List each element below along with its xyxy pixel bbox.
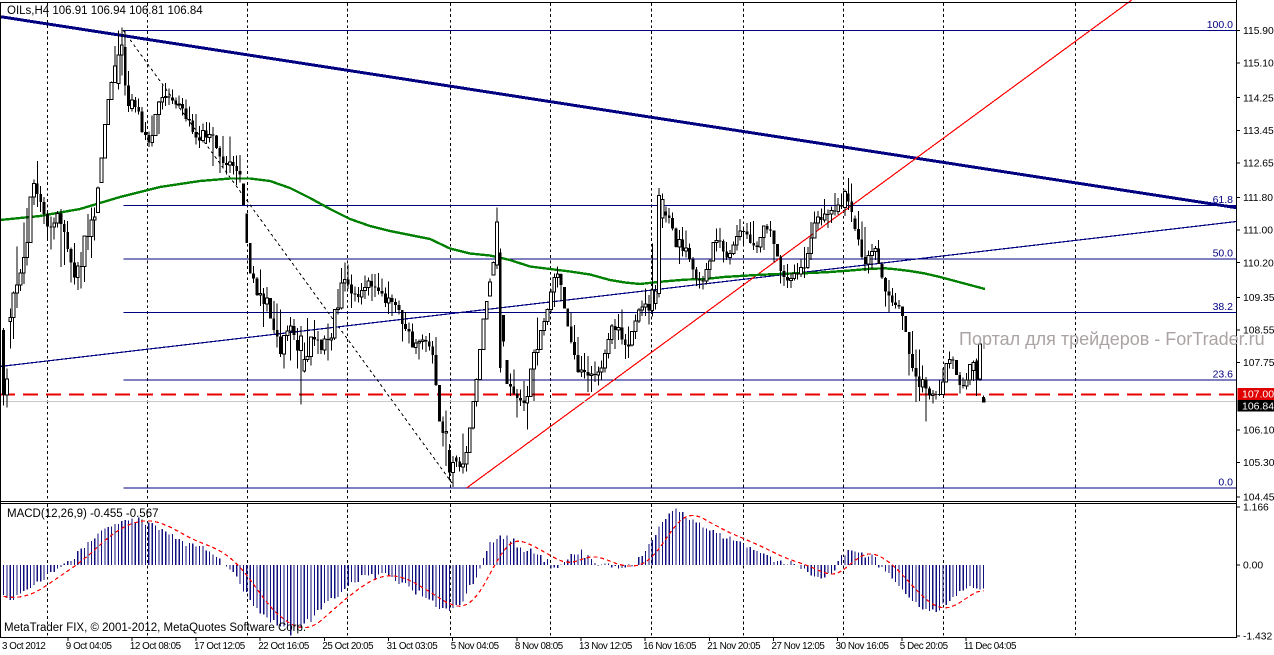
svg-text:16 Nov 16:05: 16 Nov 16:05 (643, 641, 697, 652)
svg-text:27 Nov 12:05: 27 Nov 12:05 (772, 641, 826, 652)
svg-text:115.10: 115.10 (1243, 59, 1274, 70)
svg-text:21 Nov 20:05: 21 Nov 20:05 (707, 641, 761, 652)
svg-text:114.25: 114.25 (1243, 93, 1274, 104)
svg-text:100.0: 100.0 (1207, 19, 1233, 31)
svg-text:MACD(12,26,9) -0.455 -0.567: MACD(12,26,9) -0.455 -0.567 (7, 508, 159, 520)
svg-text:12 Oct 08:05: 12 Oct 08:05 (130, 641, 182, 652)
svg-text:23.6: 23.6 (1213, 369, 1234, 381)
svg-text:104.45: 104.45 (1243, 493, 1274, 504)
svg-text:31 Oct 03:05: 31 Oct 03:05 (387, 641, 439, 652)
svg-text:113.45: 113.45 (1243, 126, 1274, 137)
svg-text:112.65: 112.65 (1243, 159, 1274, 170)
svg-text:105.30: 105.30 (1243, 458, 1274, 469)
svg-text:5 Nov 04:05: 5 Nov 04:05 (451, 641, 500, 652)
svg-text:110.20: 110.20 (1243, 258, 1274, 269)
svg-text:OILs,H4 106.91 106.94 106.81: OILs,H4 106.91 106.94 106.81 106.84 (7, 5, 203, 17)
svg-text:11 Dec 04:05: 11 Dec 04:05 (964, 641, 1017, 652)
svg-text:Портал для трейдеров - ForTrad: Портал для трейдеров - ForTrader.ru (959, 329, 1265, 349)
svg-text:5 Dec 20:05: 5 Dec 20:05 (900, 641, 949, 652)
svg-text:106.10: 106.10 (1243, 425, 1274, 436)
svg-text:MetaTrader FIX, © 2001-2012, M: MetaTrader FIX, © 2001-2012, MetaQuotes … (4, 622, 306, 634)
svg-text:107.75: 107.75 (1243, 358, 1274, 369)
svg-text:1.166: 1.166 (1243, 503, 1269, 514)
svg-text:0.0: 0.0 (1218, 477, 1233, 489)
svg-text:111.00: 111.00 (1243, 226, 1273, 237)
svg-text:13 Nov 12:05: 13 Nov 12:05 (579, 641, 633, 652)
svg-text:30 Nov 16:05: 30 Nov 16:05 (836, 641, 890, 652)
svg-text:107.00: 107.00 (1242, 388, 1274, 400)
svg-text:109.35: 109.35 (1243, 293, 1274, 304)
svg-text:50.0: 50.0 (1213, 247, 1234, 259)
svg-text:115.90: 115.90 (1243, 26, 1274, 37)
svg-text:25 Oct 20:05: 25 Oct 20:05 (322, 641, 374, 652)
svg-text:106.84: 106.84 (1242, 400, 1274, 412)
svg-text:8 Nov 08:05: 8 Nov 08:05 (515, 641, 564, 652)
svg-text:-1.432: -1.432 (1243, 632, 1272, 643)
svg-text:0.00: 0.00 (1243, 561, 1263, 572)
svg-text:38.2: 38.2 (1213, 301, 1234, 313)
svg-text:108.55: 108.55 (1243, 326, 1274, 337)
svg-text:22 Oct 16:05: 22 Oct 16:05 (258, 641, 310, 652)
svg-text:9 Oct 04:05: 9 Oct 04:05 (66, 641, 113, 652)
svg-text:17 Oct 12:05: 17 Oct 12:05 (194, 641, 246, 652)
svg-text:3 Oct 2012: 3 Oct 2012 (2, 641, 45, 652)
svg-text:61.8: 61.8 (1213, 194, 1234, 206)
svg-text:111.80: 111.80 (1243, 193, 1273, 204)
